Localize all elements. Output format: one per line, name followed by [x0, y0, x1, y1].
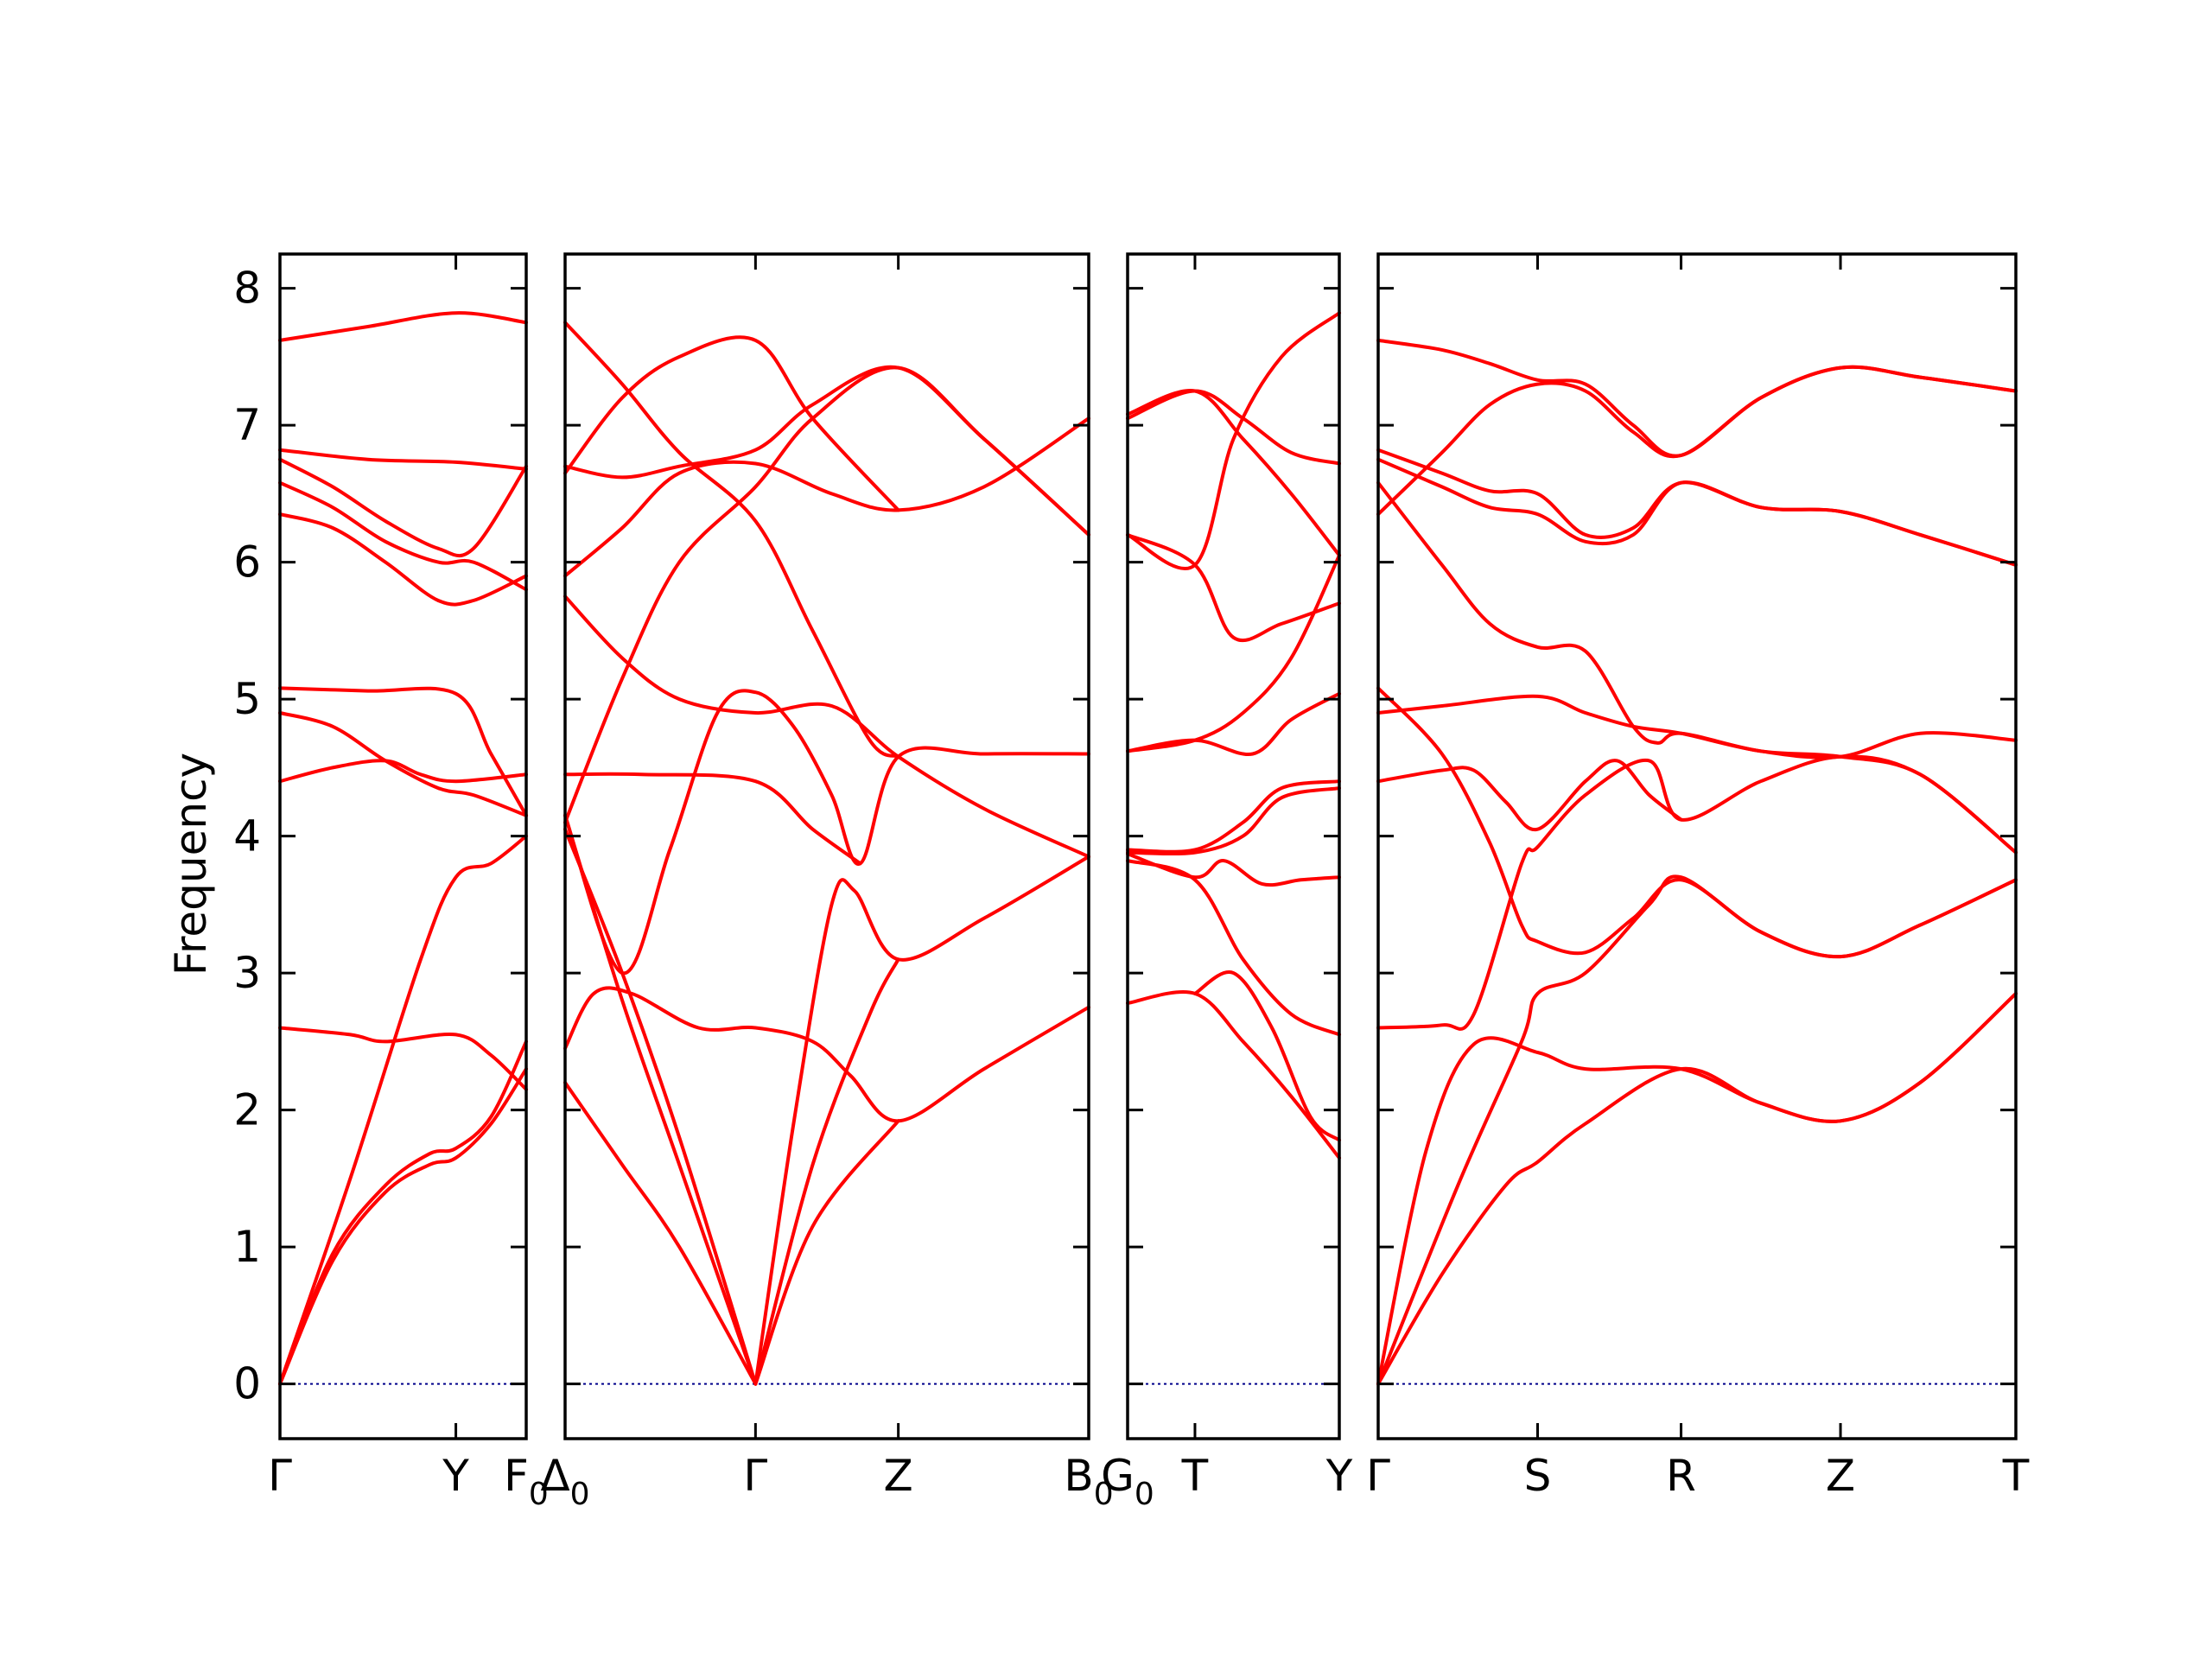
band-line-1-5	[278, 759, 528, 784]
band-line-1-12	[278, 311, 528, 342]
band-line-2-10	[563, 594, 1090, 859]
kpoint-label: Γ	[1366, 1451, 1390, 1501]
band-line-4-10	[1376, 448, 2018, 567]
band-line-2-4	[563, 986, 1090, 1123]
y-tick-label: 0	[233, 1359, 261, 1409]
band-line-3-1	[1126, 990, 1341, 1160]
band-line-2-1	[563, 1080, 758, 1386]
y-tick-label: 4	[233, 811, 261, 861]
band-line-2-7	[753, 855, 1090, 1386]
band-line-1-8	[278, 512, 528, 607]
band-line-2-6	[753, 957, 900, 1386]
y-tick-label: 2	[233, 1085, 261, 1135]
band-line-1-2	[278, 1067, 528, 1386]
panel-frame	[278, 252, 528, 1440]
band-line-3-9	[1126, 532, 1341, 643]
panel-frame	[1376, 252, 2018, 1440]
band-line-2-5	[753, 1119, 900, 1386]
kpoint-label: T	[2002, 1451, 2030, 1501]
band-line-2-3	[563, 827, 758, 1386]
band-line-4-3	[1376, 874, 2018, 1386]
band-line-4-11	[1376, 365, 2018, 517]
band-line-4-7	[1376, 694, 2018, 760]
band-line-4-9	[1376, 457, 2018, 567]
band-line-4-2	[1376, 991, 2018, 1386]
band-line-1-7	[278, 686, 528, 817]
band-line-3-2	[1193, 970, 1341, 1142]
band-line-4-8	[1376, 480, 2018, 855]
kpoint-label: R	[1666, 1451, 1696, 1501]
band-line-2-9	[563, 772, 862, 866]
band-line-2-8	[563, 689, 1090, 976]
band-line-3-11	[1126, 388, 1341, 557]
band-line-3-12	[1126, 311, 1341, 570]
band-line-2-15	[563, 365, 1090, 824]
kpoint-label: Z	[1826, 1451, 1855, 1501]
band-line-2-11	[563, 416, 1090, 578]
band-line-2-14	[563, 321, 900, 759]
kpoint-label: Y	[442, 1451, 469, 1501]
band-line-1-11	[278, 448, 528, 471]
kpoint-label: B0	[1064, 1451, 1113, 1512]
panel-3: G0 T Y	[1101, 252, 1353, 1512]
y-axis-label: Frequency	[166, 753, 216, 976]
kpoint-label: Γ	[743, 1451, 767, 1501]
band-line-2-13	[563, 335, 900, 512]
band-line-3-4	[1126, 852, 1341, 887]
band-line-4-4	[1376, 754, 2018, 1031]
kpoint-label: Z	[884, 1451, 913, 1501]
band-line-1-9	[278, 480, 528, 592]
kpoint-label: F0	[504, 1451, 549, 1512]
kpoint-label: Γ	[268, 1451, 292, 1501]
band-line-3-6	[1126, 786, 1341, 856]
panel-1: Γ Y F0 0 1 2 3 4 5 6 7 8	[233, 252, 549, 1512]
band-line-1-3	[278, 1026, 528, 1091]
band-line-4-5	[1376, 759, 1683, 831]
kpoint-label: Y	[1325, 1451, 1353, 1501]
band-line-2-12	[563, 365, 1090, 537]
y-tick-label: 7	[233, 400, 261, 450]
band-line-3-8	[1126, 553, 1341, 753]
y-tick-label: 6	[233, 537, 261, 588]
kpoint-label: T	[1181, 1451, 1209, 1501]
band-line-3-5	[1126, 779, 1341, 854]
band-line-3-3	[1126, 859, 1341, 1037]
y-tick-label: 1	[233, 1222, 261, 1272]
band-line-3-7	[1126, 691, 1341, 757]
panel-frame	[1126, 252, 1341, 1440]
y-tick-label: 3	[233, 948, 261, 998]
band-line-1-4	[278, 834, 528, 1386]
y-tick-label: 5	[233, 674, 261, 724]
panel-frame	[563, 252, 1090, 1440]
band-line-4-12	[1376, 338, 2018, 458]
kpoint-label: S	[1524, 1451, 1552, 1501]
kpoint-label: G0	[1101, 1451, 1154, 1512]
kpoint-label: Δ0	[540, 1451, 589, 1512]
band-line-1-1	[278, 1039, 528, 1386]
band-line-1-6	[278, 711, 528, 817]
panel-2: Δ0 Γ Z B0	[540, 252, 1114, 1512]
band-line-4-1	[1376, 991, 2018, 1386]
band-line-4-6	[1376, 686, 2018, 959]
y-tick-label: 8	[233, 264, 261, 314]
band-line-1-10	[278, 457, 528, 558]
